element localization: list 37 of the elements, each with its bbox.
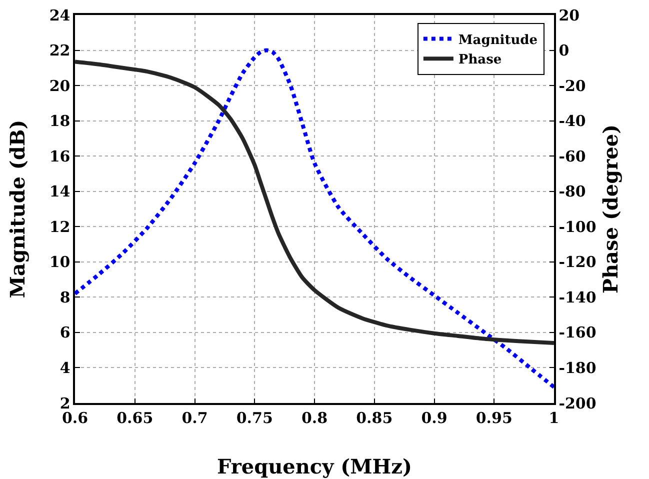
y-tick-label: 8 <box>60 288 70 306</box>
y2-tick-label: -60 <box>558 147 586 166</box>
y2-tick-label: 0 <box>558 42 570 60</box>
y2-tick-label: -180 <box>558 358 596 377</box>
y-tick-label: 22 <box>49 42 70 60</box>
y-tick-label: 18 <box>49 112 70 130</box>
x-tick-label: 0.8 <box>301 408 328 427</box>
x-tick-label: 0.75 <box>236 408 273 427</box>
y-tick-label: 10 <box>49 253 70 272</box>
x-tick-label: 0.9 <box>421 408 448 427</box>
y2-tick-label: -200 <box>558 394 596 412</box>
y-tick-label: 20 <box>49 76 70 95</box>
y2-axis-title: Phase (degree) <box>598 124 622 294</box>
y2-tick-label: -120 <box>558 253 596 272</box>
x-axis-title: Frequency (MHz) <box>217 454 412 478</box>
line-series <box>75 48 554 390</box>
x-tick-label: 0.65 <box>116 408 154 427</box>
y2-tick-label: -80 <box>558 182 586 201</box>
y-tick-label: 12 <box>49 218 70 236</box>
y2-tick-label: 20 <box>558 6 580 24</box>
y-tick-label: 6 <box>60 324 70 342</box>
y2-tick-label: -40 <box>558 112 586 130</box>
x-tick-label: 1 <box>548 408 560 427</box>
x-tick-label: 0.7 <box>182 408 208 427</box>
y-tick-label: 14 <box>49 182 70 201</box>
x-tick-label: 0.85 <box>356 408 393 427</box>
y2-tick-label: -20 <box>558 76 586 95</box>
y2-tick-label: -160 <box>558 324 596 342</box>
y2-tick-label: -140 <box>558 288 596 306</box>
y2-tick-label: -100 <box>558 218 596 236</box>
legend-label: Phase <box>458 52 502 68</box>
y-axis-title: Magnitude (dB) <box>6 120 30 298</box>
legend-label: Magnitude <box>458 32 538 48</box>
y-tick-label: 16 <box>49 147 70 166</box>
x-tick-label: 0.95 <box>476 408 512 427</box>
y-tick-label: 24 <box>49 6 70 24</box>
y-tick-label: 4 <box>60 358 70 377</box>
